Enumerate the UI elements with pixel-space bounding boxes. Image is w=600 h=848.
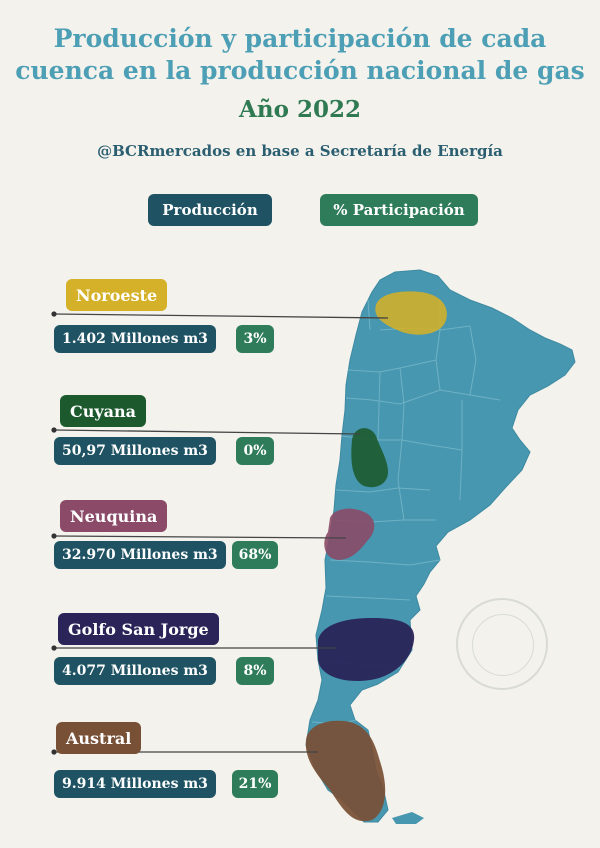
legend-production: Producción [148, 194, 272, 226]
basin-label-neuquina: Neuquina [60, 500, 168, 532]
basin-neuquina [324, 508, 375, 560]
share-noroeste: 3% [236, 325, 274, 353]
source-credit: @BCRmercados en base a Secretaría de Ene… [97, 142, 503, 160]
basin-label-cuyana: Cuyana [60, 395, 147, 427]
production-austral: 9.914 Millones m3 [54, 770, 216, 798]
share-cuyana: 0% [236, 437, 274, 465]
tierra-del-fuego [392, 812, 424, 824]
production-neuquina: 32.970 Millones m3 [54, 541, 226, 569]
basin-cuyana [351, 428, 388, 488]
title-line-1: Producción y participación de cada [53, 24, 547, 53]
leader-dot-noroeste [51, 311, 57, 317]
year-label: Año 2022 [239, 96, 361, 123]
leader-dot-austral [51, 749, 57, 755]
leader-dot-neuquina [51, 533, 57, 539]
basin-label-golfo-san-jorge: Golfo San Jorge [58, 613, 219, 645]
basin-austral [305, 720, 386, 822]
basin-label-austral: Austral [56, 722, 142, 754]
leader-dot-golfo [51, 645, 57, 651]
title-line-2: cuenca en la producción nacional de gas [15, 56, 585, 85]
production-cuyana: 50,97 Millones m3 [54, 437, 216, 465]
basin-noroeste [375, 291, 447, 335]
leader-dot-cuyana [51, 427, 57, 433]
basin-golfo-san-jorge [318, 618, 415, 682]
basin-label-noroeste: Noroeste [66, 279, 168, 311]
seal-inner-ring [472, 614, 534, 676]
legend-share: % Participación [320, 194, 478, 226]
argentina-outline [305, 269, 576, 823]
production-golfo-san-jorge: 4.077 Millones m3 [54, 657, 216, 685]
share-neuquina: 68% [232, 541, 278, 569]
share-austral: 21% [232, 770, 278, 798]
share-golfo-san-jorge: 8% [236, 657, 274, 685]
production-noroeste: 1.402 Millones m3 [54, 325, 216, 353]
bcr-seal-watermark [456, 598, 548, 690]
